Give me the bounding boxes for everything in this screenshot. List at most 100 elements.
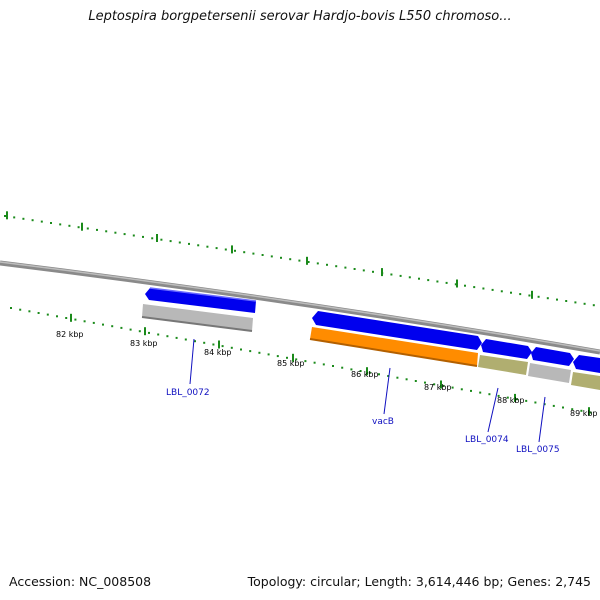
minor-tick (565, 300, 568, 302)
cds-feature-lbl-0075[interactable] (531, 347, 574, 366)
minor-tick (252, 252, 255, 255)
minor-tick (194, 340, 196, 343)
minor-tick (405, 378, 408, 381)
minor-tick (138, 330, 141, 333)
minor-tick (442, 384, 445, 387)
cds-feature-vacb[interactable] (312, 311, 482, 350)
minor-tick (249, 350, 252, 353)
major-tick (292, 353, 294, 362)
minor-tick (261, 254, 264, 256)
minor-tick (418, 277, 420, 280)
feature-shadow (309, 338, 478, 367)
minor-tick (546, 297, 549, 300)
minor-tick (203, 341, 206, 344)
minor-tick (574, 301, 577, 304)
minor-tick (537, 295, 540, 298)
gene-feature-partial[interactable] (571, 372, 600, 390)
minor-tick (197, 244, 200, 247)
gene-label-vacb[interactable]: vacB (372, 417, 394, 427)
major-tick (456, 279, 458, 288)
minor-tick (267, 353, 270, 356)
minor-tick (451, 386, 454, 389)
scale-label-86: 86 kbp (351, 370, 379, 379)
minor-tick (123, 233, 126, 236)
minor-tick (525, 399, 528, 402)
gene-label-lbl-0075[interactable]: LBL_0075 (516, 445, 560, 455)
minor-tick (184, 338, 187, 341)
minor-tick (399, 274, 402, 277)
minor-tick (359, 370, 362, 372)
major-tick (531, 290, 533, 299)
minor-tick (322, 363, 325, 366)
leader-lbl-0075 (538, 396, 546, 443)
scale-labels: 82 kbp 83 kbp 84 kbp 85 kbp 86 kbp 87 kb… (56, 330, 598, 418)
minor-tick (454, 283, 457, 286)
minor-tick (372, 270, 374, 273)
minor-tick (148, 331, 150, 334)
cds-feature-lbl-0074[interactable] (481, 339, 532, 359)
outer-tick-row (4, 211, 595, 307)
minor-tick (341, 366, 344, 369)
minor-tick (353, 268, 356, 270)
gene-label-lbl-0074[interactable]: LBL_0074 (465, 435, 509, 445)
minor-tick (414, 380, 417, 382)
cds-feature-lbl-0072[interactable] (145, 288, 256, 313)
scale-label-84: 84 kbp (204, 348, 232, 357)
minor-tick (289, 258, 292, 261)
scale-label-88: 88 kbp (497, 396, 525, 405)
minor-tick (13, 216, 16, 219)
gene-feature-lbl-0075[interactable] (528, 363, 571, 383)
scale-label-82: 82 kbp (56, 330, 84, 339)
minor-tick (28, 310, 31, 313)
minor-tick (316, 262, 319, 265)
scale-label-89: 89 kbp (570, 409, 598, 418)
cds-feature-partial[interactable] (573, 355, 600, 373)
minor-tick (234, 249, 236, 252)
cds-highlight (149, 287, 257, 302)
minor-tick (65, 317, 68, 319)
gene-feature-vacb[interactable] (310, 327, 478, 366)
minor-tick (326, 263, 328, 266)
minor-tick (396, 376, 399, 379)
minor-tick (224, 248, 227, 251)
major-tick (144, 327, 146, 336)
minor-tick (332, 365, 334, 367)
major-tick (588, 407, 590, 416)
gene-feature-lbl-0074[interactable] (478, 355, 528, 375)
minor-tick (31, 219, 34, 222)
minor-tick (506, 396, 509, 399)
minor-tick (188, 242, 190, 245)
minor-tick (22, 217, 25, 220)
minor-tick (221, 345, 224, 348)
minor-tick (83, 320, 86, 323)
minor-tick (510, 291, 512, 294)
minor-tick (445, 281, 448, 284)
major-tick (218, 340, 220, 349)
minor-tick (335, 265, 338, 268)
label-leaders (189, 338, 546, 443)
minor-tick (307, 261, 310, 263)
minor-tick (350, 368, 353, 371)
minor-tick (387, 375, 390, 377)
minor-tick (427, 279, 430, 282)
minor-tick (151, 237, 154, 240)
minor-tick (102, 323, 104, 326)
minor-tick (56, 315, 58, 318)
minor-tick (592, 304, 595, 307)
gene-label-lbl-0072[interactable]: LBL_0072 (166, 388, 210, 398)
minor-tick (491, 288, 494, 291)
minor-tick (295, 358, 298, 361)
gene-feature-lbl-0072[interactable] (142, 304, 253, 331)
minor-tick (436, 280, 439, 283)
minor-tick (313, 361, 316, 364)
minor-tick (270, 255, 273, 258)
minor-tick (120, 326, 123, 329)
major-tick (231, 245, 233, 254)
major-tick (440, 380, 442, 389)
minor-tick (552, 404, 555, 407)
minor-tick (215, 247, 218, 250)
minor-tick (96, 228, 98, 231)
minor-tick (74, 318, 77, 321)
minor-tick (37, 312, 40, 314)
